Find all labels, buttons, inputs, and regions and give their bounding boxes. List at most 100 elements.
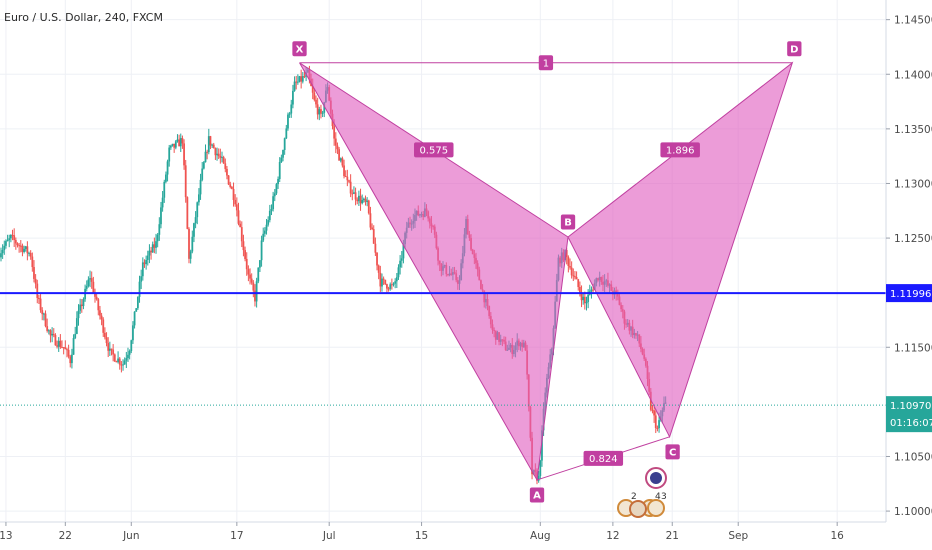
harmonic-pattern[interactable]: X A B C D 0.575 0.824 1.896 1	[292, 41, 802, 503]
candle-body	[115, 361, 118, 363]
candle-body	[323, 102, 326, 113]
time-tick-label: 12	[606, 530, 619, 542]
candle-body	[572, 275, 575, 277]
candle-body	[351, 193, 354, 195]
candle-body	[389, 284, 392, 289]
candle-body	[204, 151, 207, 163]
pattern-ratio-ab-c-bg	[583, 450, 624, 466]
candle-body	[181, 138, 184, 144]
candle-body	[199, 179, 202, 195]
candle-body	[377, 265, 380, 273]
candle-body	[97, 299, 100, 311]
chart-title: Euro / U.S. Dollar, 240, FXCM	[4, 11, 163, 24]
candle-body	[267, 220, 270, 225]
pattern-point-X-bg	[292, 41, 307, 57]
price-tick-label: 1.14000	[894, 69, 932, 81]
candle-body	[52, 333, 55, 336]
pattern-point-B: B	[564, 218, 572, 229]
candle-body	[222, 157, 225, 164]
candle-body	[113, 354, 116, 362]
pattern-triangle-bcd[interactable]	[567, 61, 794, 439]
candle-body	[49, 330, 52, 336]
candle-body	[178, 139, 181, 147]
candle-body	[219, 156, 222, 158]
candle-body	[71, 354, 73, 364]
candle-body	[402, 244, 405, 259]
candle-body	[5, 241, 7, 246]
candle-body	[100, 315, 103, 320]
candle-body	[189, 251, 192, 259]
candle-body	[336, 145, 339, 150]
candle-body	[245, 258, 248, 270]
candle-body	[74, 333, 77, 339]
candle-body	[353, 192, 355, 194]
candle-body	[46, 326, 49, 331]
candle-body	[344, 176, 347, 178]
candle-body	[128, 350, 131, 355]
last-price-tag-bg	[886, 396, 932, 433]
time-tick-label: 17	[230, 530, 243, 542]
candle-body	[311, 86, 314, 93]
candle-body	[31, 256, 34, 268]
candle-body	[155, 241, 157, 248]
candle-body	[392, 283, 395, 285]
candle-body	[301, 76, 304, 82]
price-tick-label: 1.13500	[894, 124, 932, 136]
candle-body	[150, 250, 152, 253]
candle-body	[80, 304, 83, 307]
candle-body	[75, 318, 78, 334]
candle-body	[287, 114, 289, 129]
candle-body	[570, 267, 573, 276]
candle-body	[211, 144, 213, 146]
pattern-point-X: X	[296, 44, 304, 55]
candle-body	[41, 310, 44, 315]
candle-body	[316, 104, 319, 115]
candle-body	[359, 195, 362, 204]
time-axis[interactable]: 13 22 Jun 17 Jul 15 Aug 12 21 Sep 16	[0, 521, 932, 550]
candle-body	[239, 223, 242, 228]
candle-body	[354, 192, 357, 200]
candle-body	[541, 430, 543, 461]
candle-body	[252, 282, 255, 291]
candle-body	[216, 153, 218, 156]
candle-body	[229, 184, 232, 187]
candle-body	[268, 210, 271, 221]
time-tick-label: Sep	[728, 530, 748, 542]
price-axis[interactable]: 1.14500 1.14000 1.13500 1.13000 1.12500 1.115…	[885, 0, 932, 522]
candle-body	[136, 296, 139, 309]
candle-body	[168, 147, 171, 162]
candle-body	[56, 345, 58, 347]
candle-body	[18, 245, 21, 247]
time-tick-label: 22	[59, 530, 72, 542]
last-price-tag: 1.10970	[890, 401, 931, 412]
flag-event-icon[interactable]	[647, 499, 665, 517]
candle-body	[257, 267, 260, 282]
candle-body	[202, 162, 205, 169]
candle-body	[395, 277, 398, 282]
candle-body	[13, 235, 16, 241]
candle-body	[77, 310, 80, 319]
candle-body	[120, 364, 123, 366]
candle-body	[295, 81, 298, 83]
candle-body	[69, 356, 72, 364]
candle-body	[367, 200, 370, 214]
candle-body	[292, 90, 294, 105]
pattern-ratio-xa-d: 1	[543, 58, 549, 69]
candle-body	[357, 195, 360, 202]
candle-body	[397, 267, 400, 278]
candle-body	[206, 151, 209, 153]
candle-body	[156, 234, 159, 242]
candle-body	[207, 136, 210, 153]
candle-body	[196, 202, 199, 218]
candle-body	[587, 294, 590, 302]
pattern-triangle-xab[interactable]	[299, 62, 569, 482]
candle-body	[54, 335, 57, 346]
candle-body	[19, 245, 22, 247]
candle-body	[176, 139, 179, 142]
candle-body	[339, 158, 342, 161]
flag-count: 3	[661, 492, 667, 502]
flag-event-icon[interactable]	[629, 500, 647, 518]
